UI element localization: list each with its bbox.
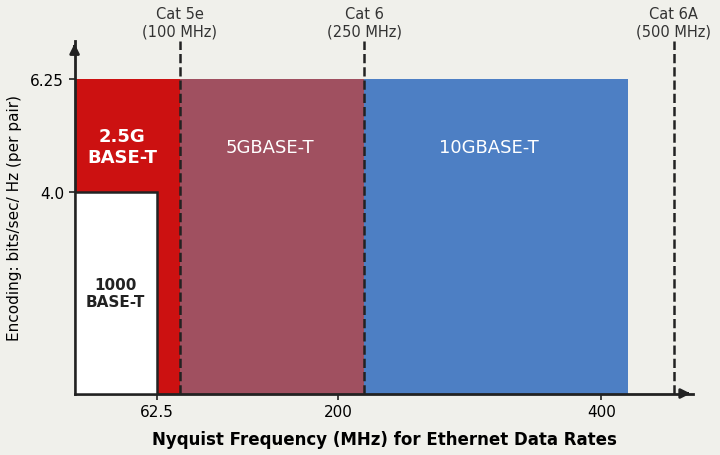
Text: 2.5G
BASE-T: 2.5G BASE-T — [87, 128, 157, 167]
Bar — [75, 192, 157, 394]
Bar — [364, 80, 628, 394]
Text: 5GBASE-T: 5GBASE-T — [225, 138, 314, 157]
Bar — [180, 80, 364, 394]
Text: 1000
BASE-T: 1000 BASE-T — [86, 277, 145, 309]
Bar — [75, 80, 180, 394]
X-axis label: Nyquist Frequency (MHz) for Ethernet Data Rates: Nyquist Frequency (MHz) for Ethernet Dat… — [151, 430, 616, 448]
Y-axis label: Encoding: bits/sec/ Hz (per pair): Encoding: bits/sec/ Hz (per pair) — [7, 95, 22, 340]
Text: Cat 6
(250 MHz): Cat 6 (250 MHz) — [327, 7, 402, 39]
Text: Cat 5e
(100 MHz): Cat 5e (100 MHz) — [143, 7, 217, 39]
Text: Cat 6A
(500 MHz): Cat 6A (500 MHz) — [636, 7, 711, 39]
Text: 10GBASE-T: 10GBASE-T — [439, 138, 539, 157]
